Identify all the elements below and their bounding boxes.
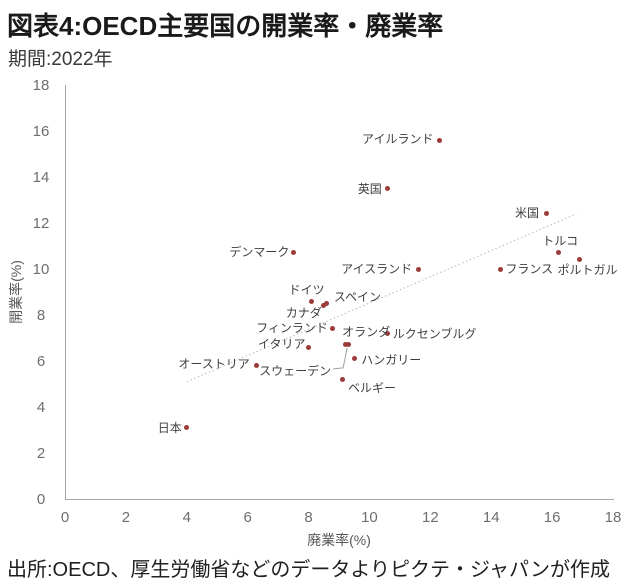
y-tick-label: 0 xyxy=(36,491,46,508)
data-point-us xyxy=(543,211,549,217)
y-axis-title: 開業率(%) xyxy=(8,260,24,324)
x-tick-label: 12 xyxy=(421,509,439,526)
point-label-austria: オーストリア xyxy=(178,356,250,371)
point-label-hungary: ハンガリー xyxy=(361,352,422,367)
x-tick-label: 18 xyxy=(604,509,622,526)
point-label-spain: スペイン xyxy=(333,289,381,304)
point-label-france: フランス xyxy=(505,262,554,276)
point-label-italy: イタリア xyxy=(258,337,306,352)
x-tick-label: 10 xyxy=(361,509,378,526)
point-label-netherlands: オランダ xyxy=(342,324,391,339)
data-point-portugal xyxy=(577,257,582,263)
point-label-portugal: ポルトガル xyxy=(557,262,618,277)
point-label-luxembourg: ルクセンブルグ xyxy=(392,327,477,342)
data-point-germany xyxy=(309,298,315,304)
data-point-belgium xyxy=(339,376,345,382)
source-note: 出所:OECD、厚生労働省などのデータよりピクテ・ジャパンが作成 xyxy=(7,559,610,581)
data-point-iceland xyxy=(415,266,421,272)
y-tick-label: 6 xyxy=(36,353,46,370)
point-label-denmark: デンマーク xyxy=(229,244,290,259)
page-title: 図表4:OECD主要国の開業率・廃業率 xyxy=(7,11,444,41)
y-tick-label: 16 xyxy=(32,123,50,140)
y-tick-label: 8 xyxy=(36,307,46,324)
x-axis-title: 廃業率(%) xyxy=(307,532,371,548)
y-tick-label: 12 xyxy=(32,215,50,232)
data-point-uk xyxy=(385,186,391,191)
x-tick-label: 0 xyxy=(60,509,70,526)
point-label-ireland: アイルランド xyxy=(362,132,434,147)
point-label-canada: カナダ xyxy=(285,305,322,320)
plot-area xyxy=(65,85,614,500)
x-tick-label: 6 xyxy=(243,509,252,526)
y-tick-label: 14 xyxy=(32,169,50,186)
x-tick-label: 8 xyxy=(304,509,313,526)
data-point-ireland xyxy=(436,137,442,143)
point-label-finland: フィンランド xyxy=(256,320,328,335)
x-tick-label: 4 xyxy=(182,509,191,526)
x-tick-label: 14 xyxy=(482,509,500,526)
y-tick-label: 2 xyxy=(36,445,46,462)
data-point-japan xyxy=(184,425,190,431)
y-tick-label: 4 xyxy=(36,399,46,416)
point-label-belgium: ベルギー xyxy=(348,381,397,396)
point-label-uk: 英国 xyxy=(357,181,382,196)
data-point-italy xyxy=(306,344,312,350)
point-label-sweden: スウェーデン xyxy=(259,363,332,378)
x-tick-label: 2 xyxy=(121,509,131,526)
point-label-us: 米国 xyxy=(515,205,540,220)
point-label-germany: ドイツ xyxy=(288,283,325,298)
data-point-hungary xyxy=(351,356,357,362)
data-point-france xyxy=(497,266,503,272)
point-label-iceland: アイスランド xyxy=(341,262,413,276)
period-subtitle: 期間:2022年 xyxy=(8,49,113,70)
y-tick-label: 18 xyxy=(32,77,50,94)
y-tick-label: 10 xyxy=(32,261,50,278)
x-tick-label: 16 xyxy=(543,509,561,526)
point-label-turkey: トルコ xyxy=(542,233,579,248)
point-label-japan: 日本 xyxy=(157,420,182,435)
